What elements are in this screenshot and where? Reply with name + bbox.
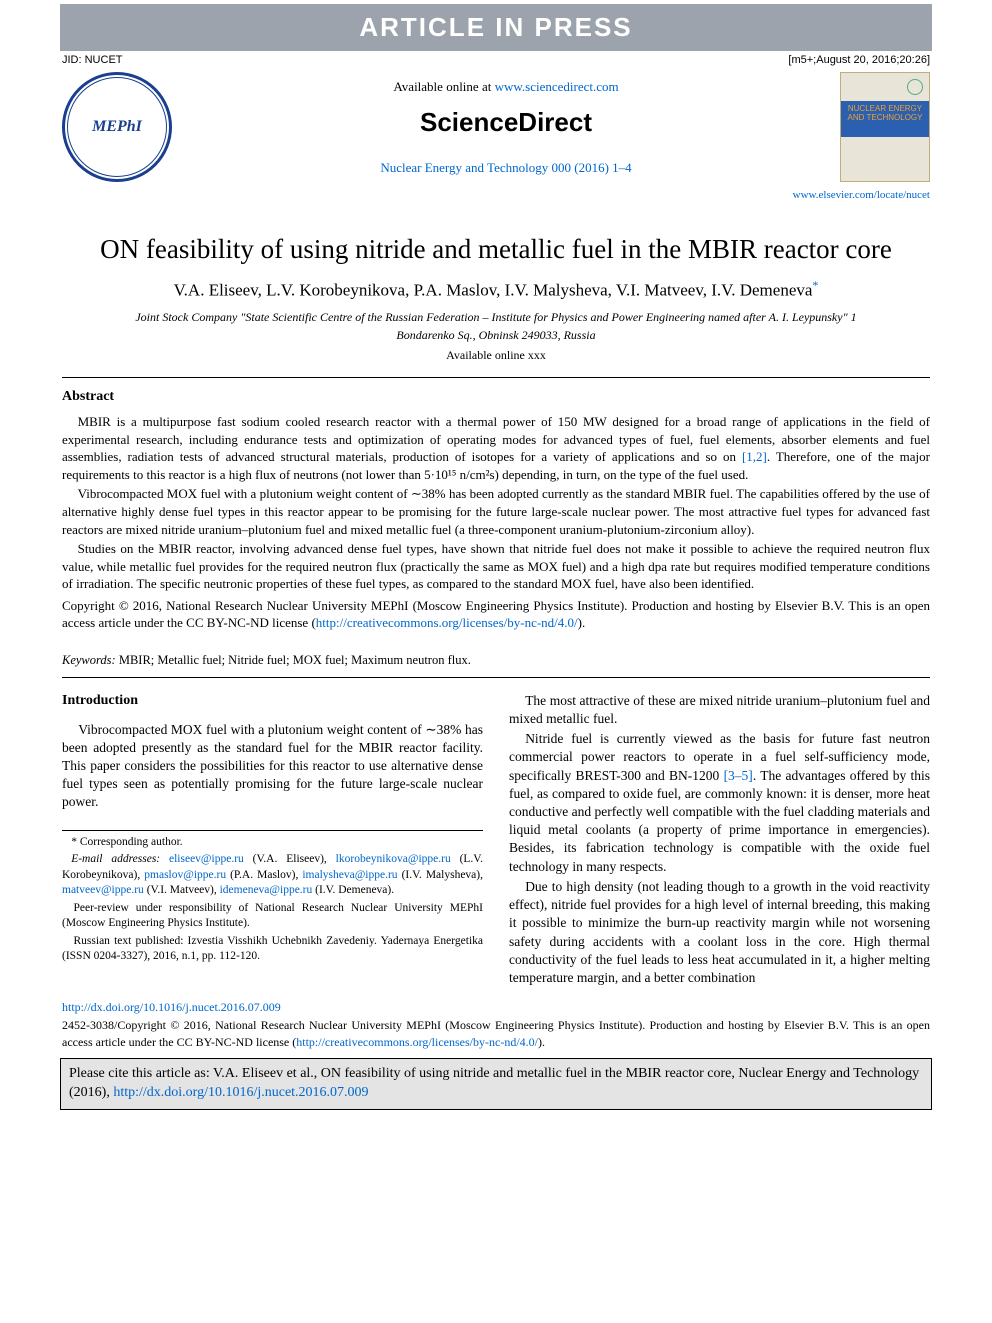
email-korobeynikova[interactable]: lkorobeynikova@ippe.ru: [336, 853, 451, 865]
email-matveev[interactable]: matveev@ippe.ru: [62, 884, 144, 896]
name-eliseev: (V.A. Eliseev),: [244, 853, 336, 865]
journal-ref-link[interactable]: Nuclear Energy and Technology 000 (2016)…: [380, 160, 631, 175]
name-demeneva: (I.V. Demeneva).: [312, 884, 394, 896]
right-column: The most attractive of these are mixed n…: [509, 692, 930, 990]
name-matveev: (V.I. Matveev),: [144, 884, 220, 896]
sciencedirect-logo: ScienceDirect: [172, 105, 840, 140]
right-p3: Due to high density (not leading though …: [509, 878, 930, 987]
copyright-close: ).: [578, 615, 586, 630]
name-maslov: (P.A. Maslov),: [226, 869, 302, 881]
corresponding-author-note: * Corresponding author.: [62, 835, 483, 851]
email-label: E-mail addresses:: [71, 853, 169, 865]
two-column-body: Introduction Vibrocompacted MOX fuel wit…: [62, 692, 930, 990]
abstract-body: MBIR is a multipurpose fast sodium coole…: [62, 413, 930, 592]
bottom-copyright: 2452-3038/Copyright © 2016, National Res…: [62, 1017, 930, 1049]
sciencedirect-url-link[interactable]: www.sciencedirect.com: [495, 79, 619, 94]
copyright-line: Copyright © 2016, National Research Nucl…: [62, 597, 930, 632]
email-malysheva[interactable]: imalysheva@ippe.ru: [302, 869, 397, 881]
timestamp-label: [m5+;August 20, 2016;20:26]: [788, 53, 930, 68]
citation-box: Please cite this article as: V.A. Elisee…: [60, 1058, 932, 1110]
bottom-cc-link[interactable]: http://creativecommons.org/licenses/by-n…: [296, 1035, 538, 1049]
peer-review-note: Peer-review under responsibility of Nati…: [62, 901, 483, 932]
affiliation-line-2: Bondarenko Sq., Obninsk 249033, Russia: [62, 327, 930, 343]
left-column: Introduction Vibrocompacted MOX fuel wit…: [62, 692, 483, 990]
intro-paragraph: Vibrocompacted MOX fuel with a plutonium…: [62, 721, 483, 812]
email-eliseev[interactable]: eliseev@ippe.ru: [169, 853, 244, 865]
jid-label: JID: NUCET: [62, 53, 123, 68]
corresponding-star-icon: *: [812, 278, 818, 292]
mephi-logo-text: MEPhI: [92, 116, 142, 138]
cover-title-text: NUCLEAR ENERGY AND TECHNOLOGY: [841, 101, 929, 137]
ref-3-5[interactable]: [3–5]: [724, 768, 753, 783]
keywords-line: Keywords: MBIR; Metallic fuel; Nitride f…: [62, 652, 930, 669]
available-online-line: Available online at www.sciencedirect.co…: [172, 78, 840, 96]
available-online-xxx: Available online xxx: [62, 347, 930, 363]
journal-cover-icon: NUCLEAR ENERGY AND TECHNOLOGY: [840, 72, 930, 182]
elsevier-locate-link[interactable]: www.elsevier.com/locate/nucet: [793, 189, 930, 201]
journal-cover-block: NUCLEAR ENERGY AND TECHNOLOGY: [840, 72, 930, 182]
right-p2b: . The advantages offered by this fuel, a…: [509, 768, 930, 874]
rule-bottom: [62, 677, 930, 678]
cc-license-link[interactable]: http://creativecommons.org/licenses/by-n…: [316, 615, 578, 630]
russian-text-note: Russian text published: Izvestia Visshik…: [62, 934, 483, 965]
author-names: V.A. Eliseev, L.V. Korobeynikova, P.A. M…: [174, 281, 813, 300]
in-press-banner: ARTICLE IN PRESS: [60, 4, 932, 51]
header-center: Available online at www.sciencedirect.co…: [172, 72, 840, 176]
article-title: ON feasibility of using nitride and meta…: [62, 231, 930, 267]
right-p1: The most attractive of these are mixed n…: [509, 692, 930, 728]
header-row: MEPhI Available online at www.sciencedir…: [0, 68, 992, 188]
keywords-text: MBIR; Metallic fuel; Nitride fuel; MOX f…: [116, 653, 471, 667]
cite-doi-link[interactable]: http://dx.doi.org/10.1016/j.nucet.2016.0…: [113, 1085, 368, 1100]
author-list: V.A. Eliseev, L.V. Korobeynikova, P.A. M…: [62, 277, 930, 303]
mephi-logo-icon: MEPhI: [62, 72, 172, 182]
bottom-copy-b: ).: [538, 1035, 545, 1049]
email-maslov[interactable]: pmaslov@ippe.ru: [144, 869, 226, 881]
keywords-label: Keywords:: [62, 653, 116, 667]
ref-1-2[interactable]: [1,2]: [742, 449, 767, 464]
doi-link[interactable]: http://dx.doi.org/10.1016/j.nucet.2016.0…: [62, 1000, 281, 1014]
abstract-p3: Studies on the MBIR reactor, involving a…: [62, 540, 930, 593]
name-malysheva: (I.V. Malysheva),: [398, 869, 483, 881]
introduction-heading: Introduction: [62, 692, 483, 711]
abstract-heading: Abstract: [62, 388, 930, 407]
footnotes-block: * Corresponding author. E-mail addresses…: [62, 830, 483, 965]
available-prefix: Available online at: [393, 79, 494, 94]
abstract-p2: Vibrocompacted MOX fuel with a plutonium…: [62, 485, 930, 538]
top-meta-line: JID: NUCET [m5+;August 20, 2016;20:26]: [0, 51, 992, 68]
rule-top: [62, 377, 930, 378]
affiliation-line-1: Joint Stock Company "State Scientific Ce…: [62, 309, 930, 325]
email-demeneva[interactable]: idemeneva@ippe.ru: [220, 884, 313, 896]
